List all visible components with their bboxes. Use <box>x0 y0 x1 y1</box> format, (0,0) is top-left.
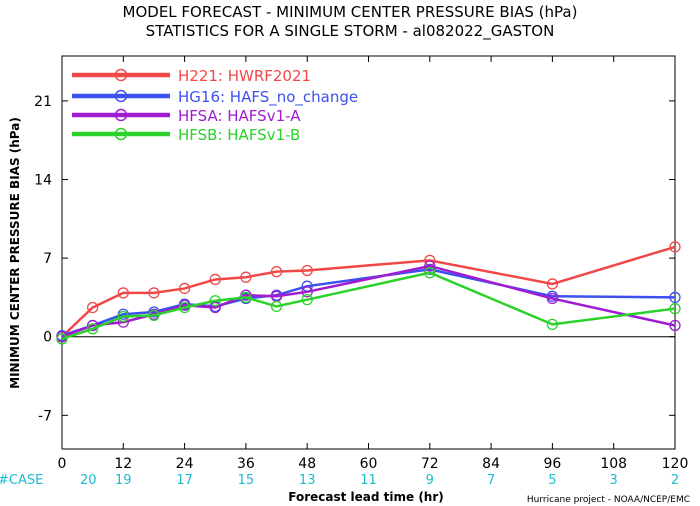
series-0 <box>56 241 681 343</box>
data-point <box>424 267 436 279</box>
series-3 <box>56 267 681 345</box>
x-tick-label: 24 <box>176 456 194 472</box>
legend-marker <box>114 68 128 82</box>
data-point <box>240 291 252 304</box>
case-count: 13 <box>299 473 316 488</box>
legend: H221: HWRF2021 HG16: HAFS_no_changeHFSA: … <box>72 67 358 144</box>
legend-marker <box>114 127 128 141</box>
y-tick-label: -7 <box>38 408 52 424</box>
data-point <box>546 292 559 305</box>
data-point <box>178 301 191 314</box>
data-point <box>270 300 283 313</box>
legend-label: HFSB: HAFSv1-B <box>178 126 300 144</box>
data-point <box>669 302 681 315</box>
data-point <box>424 263 436 275</box>
legend-label: H221: HWRF2021 <box>178 67 311 85</box>
series-line <box>61 245 676 338</box>
data-point <box>546 318 559 331</box>
case-count: 2 <box>671 473 679 488</box>
case-label: #CASE <box>0 473 43 488</box>
x-tick-label: 48 <box>298 456 316 472</box>
data-point <box>56 333 68 345</box>
data-point <box>117 310 129 323</box>
data-point <box>87 301 99 314</box>
y-tick-label: 21 <box>34 94 52 110</box>
legend-marker <box>114 108 128 122</box>
data-point <box>209 295 221 307</box>
data-point <box>301 294 313 306</box>
legend-label: HFSA: HAFSv1-A <box>178 107 301 125</box>
x-tick-label: 108 <box>600 456 627 472</box>
y-tick-label: 0 <box>43 330 52 346</box>
case-count: 11 <box>360 473 377 488</box>
data-point <box>209 301 221 314</box>
x-tick-label: 36 <box>237 456 255 472</box>
case-count: 7 <box>487 473 495 488</box>
x-tick-label: 60 <box>360 456 378 472</box>
x-tick-label: 72 <box>421 456 439 472</box>
y-tick-label: 14 <box>34 173 52 189</box>
data-point <box>87 319 99 332</box>
y-axis-label: MINIMUM CENTER PRESSURE BIAS (hPa) <box>8 117 22 389</box>
case-count: 15 <box>238 473 255 488</box>
x-axis-label: Forecast lead time (hr) <box>288 490 444 504</box>
x-tick-label: 84 <box>482 456 500 472</box>
axis-ticks: 0 12 24 36 48 60 72 84 96 108 120 -7 0 7 14 21 <box>34 56 688 472</box>
x-tick-label: 12 <box>114 456 132 472</box>
credit-text: Hurricane project - NOAA/NCEP/EMC <box>527 495 690 505</box>
data-point <box>240 271 252 283</box>
data-point <box>669 319 681 332</box>
x-tick-label: 0 <box>58 456 67 472</box>
data-point <box>178 282 191 295</box>
data-point <box>546 278 559 290</box>
case-count: 17 <box>176 473 193 488</box>
data-point <box>301 286 313 298</box>
x-tick-label: 120 <box>662 456 689 472</box>
data-point <box>669 291 681 304</box>
case-counts: #CASE 20 19 17 15 13 11 9 7 5 3 2 <box>0 473 679 488</box>
case-count: 5 <box>548 473 556 488</box>
chart-title: MODEL FORECAST - MINIMUM CENTER PRESSURE… <box>123 3 578 21</box>
data-point <box>148 287 160 299</box>
data-point <box>669 241 681 253</box>
x-tick-label: 96 <box>543 456 561 472</box>
data-point <box>301 264 313 277</box>
data-point <box>117 287 129 299</box>
legend-label: HG16: HAFS_no_change <box>178 88 358 107</box>
legend-marker <box>114 89 128 103</box>
case-count: 19 <box>115 473 132 488</box>
data-point <box>270 265 283 278</box>
data-point <box>209 273 221 286</box>
case-count: 3 <box>610 473 618 488</box>
case-count: 20 <box>80 473 97 488</box>
case-count: 9 <box>426 473 434 488</box>
y-tick-label: 7 <box>43 251 52 267</box>
series-layer <box>56 241 681 345</box>
data-point <box>148 309 160 322</box>
data-point <box>424 260 436 272</box>
chart-subtitle: STATISTICS FOR A SINGLE STORM - al082022… <box>146 22 555 41</box>
data-point <box>87 323 99 335</box>
series-1 <box>56 263 681 342</box>
